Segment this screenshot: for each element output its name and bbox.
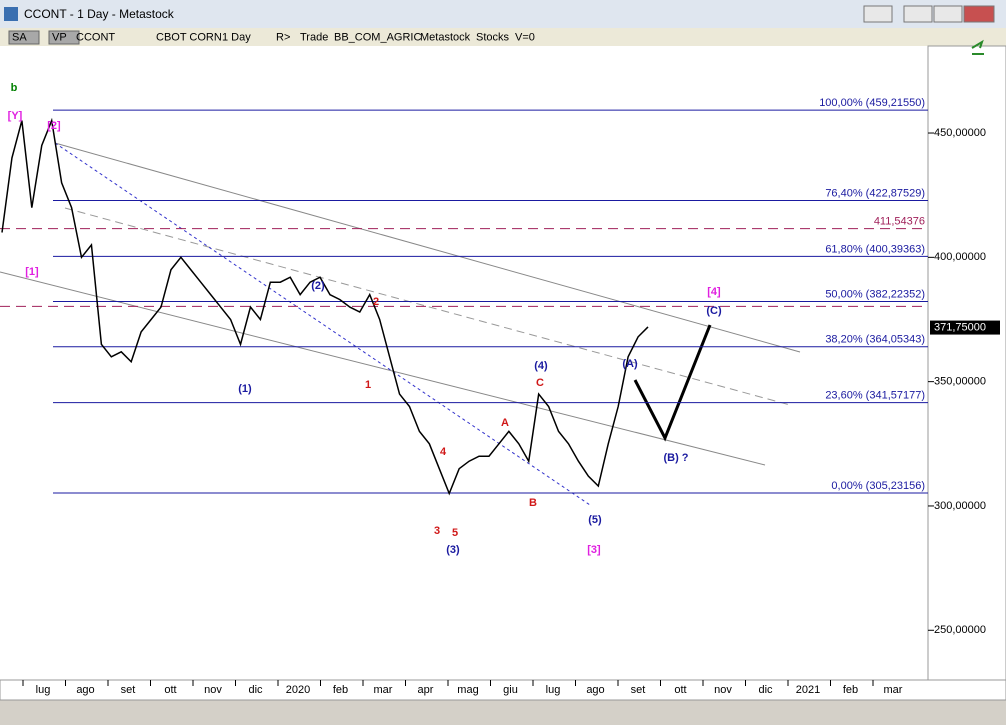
wave-label: B [529,497,537,509]
y-tick-label: 450,00000 [934,127,986,139]
title-bar [0,0,1006,28]
time-axis [0,679,1006,701]
fib-label: 0,00% (305,23156) [831,480,925,492]
wave-label: A [501,417,509,429]
x-tick-label: mar [884,684,903,696]
wave-label: (3) [446,544,460,556]
app-icon [4,7,18,21]
tool-icon[interactable] [971,39,984,55]
toolbar-item: Stocks [476,31,510,43]
projection [633,324,712,442]
fib-label: 50,00% (382,22352) [825,288,925,300]
toolbar-item[interactable]: CBOT CORN [156,31,222,43]
trendline [64,207,791,406]
y-tick-label: 300,00000 [934,500,986,512]
wave-label: 1 [365,379,371,391]
toolbar-item: Metastock [420,31,471,43]
price-line [1,117,649,496]
x-tick-label: nov [204,684,222,696]
x-tick-label: ago [586,684,604,696]
x-tick-label: apr [418,684,434,696]
last-price-label: 371,75000 [934,321,986,333]
trendline [0,271,766,466]
wave-label: [1] [25,266,39,278]
toolbar [0,28,1006,46]
x-tick-label: 2021 [796,684,820,696]
x-tick-label: feb [843,684,858,696]
fib-label: 23,60% (341,57177) [825,390,925,402]
minimize-button[interactable] [903,5,933,23]
toolbar-item[interactable]: SA [12,31,27,43]
wave-label: b [11,82,18,94]
wave-label: 3 [434,525,440,537]
x-tick-label: ott [674,684,686,696]
wave-label: (4) [534,360,548,372]
chart: 250,00000300,00000350,00000400,00000450,… [0,82,1000,696]
chart-area [0,46,928,680]
wave-label: C [536,377,544,389]
x-tick-label: lug [546,684,561,696]
toolbar-button[interactable] [8,30,40,45]
window-title: CCONT - 1 Day - Metastock [24,7,175,21]
price-axis [927,45,1006,681]
x-tick-label: 2020 [286,684,310,696]
x-tick-label: mar [374,684,393,696]
wave-label: 5 [452,527,458,539]
wave-label: (2) [311,280,325,292]
maximize-button[interactable] [933,5,963,23]
x-tick-label: lug [36,684,51,696]
y-tick-label: 250,00000 [934,624,986,636]
wave-label: 2 [373,296,379,308]
wave-label: (C) [706,305,722,317]
toolbar-item: V=0 [515,31,535,43]
x-tick-label: nov [714,684,732,696]
wave-label: 4 [440,446,447,458]
wave-label: (5) [588,514,602,526]
x-tick-label: ago [76,684,94,696]
dashed-label: 411,54376 [874,216,925,228]
x-tick-label: set [631,684,646,696]
y-tick-label: 350,00000 [934,376,986,388]
toolbar-items: SA VP CCONT CBOT CORN 1 Day R> Trade BB_COM_AGR… [8,30,535,45]
last-price-tag [930,320,1000,335]
wave-label: (1) [238,383,252,395]
close-button[interactable] [963,5,995,23]
x-tick-label: ott [164,684,176,696]
fib-label: 61,80% (400,39363) [825,243,925,255]
x-tick-label: dic [758,684,773,696]
toolbar-item: BB_COM_AGRIC [334,31,421,43]
wave-label: (A) [622,358,638,370]
x-tick-label: feb [333,684,348,696]
wave-label: [4] [707,286,721,298]
wave-label: (B) ? [663,452,688,464]
toolbar-button[interactable] [48,30,80,45]
x-tick-label: set [121,684,136,696]
toolbar-item[interactable]: R> [276,31,290,43]
restore-button[interactable] [863,5,893,23]
x-tick-label: giu [503,684,518,696]
fib-label: 76,40% (422,87529) [825,187,925,199]
fib-label: 38,20% (364,05343) [825,334,925,346]
wave-label: [2] [47,120,61,132]
x-tick-label: dic [248,684,263,696]
y-tick-label: 400,00000 [934,251,986,263]
toolbar-item[interactable]: 1 Day [222,31,251,43]
toolbar-item[interactable]: VP [52,31,67,43]
trendlines [0,142,801,506]
toolbar-item[interactable]: CCONT [76,31,115,43]
wave-label: [3] [587,544,601,556]
fib-label: 100,00% (459,21550) [819,97,925,109]
toolbar-item: Trade [300,31,328,43]
x-tick-label: mag [457,684,478,696]
wave-label: [Y] [8,110,23,122]
trendline [54,142,801,353]
